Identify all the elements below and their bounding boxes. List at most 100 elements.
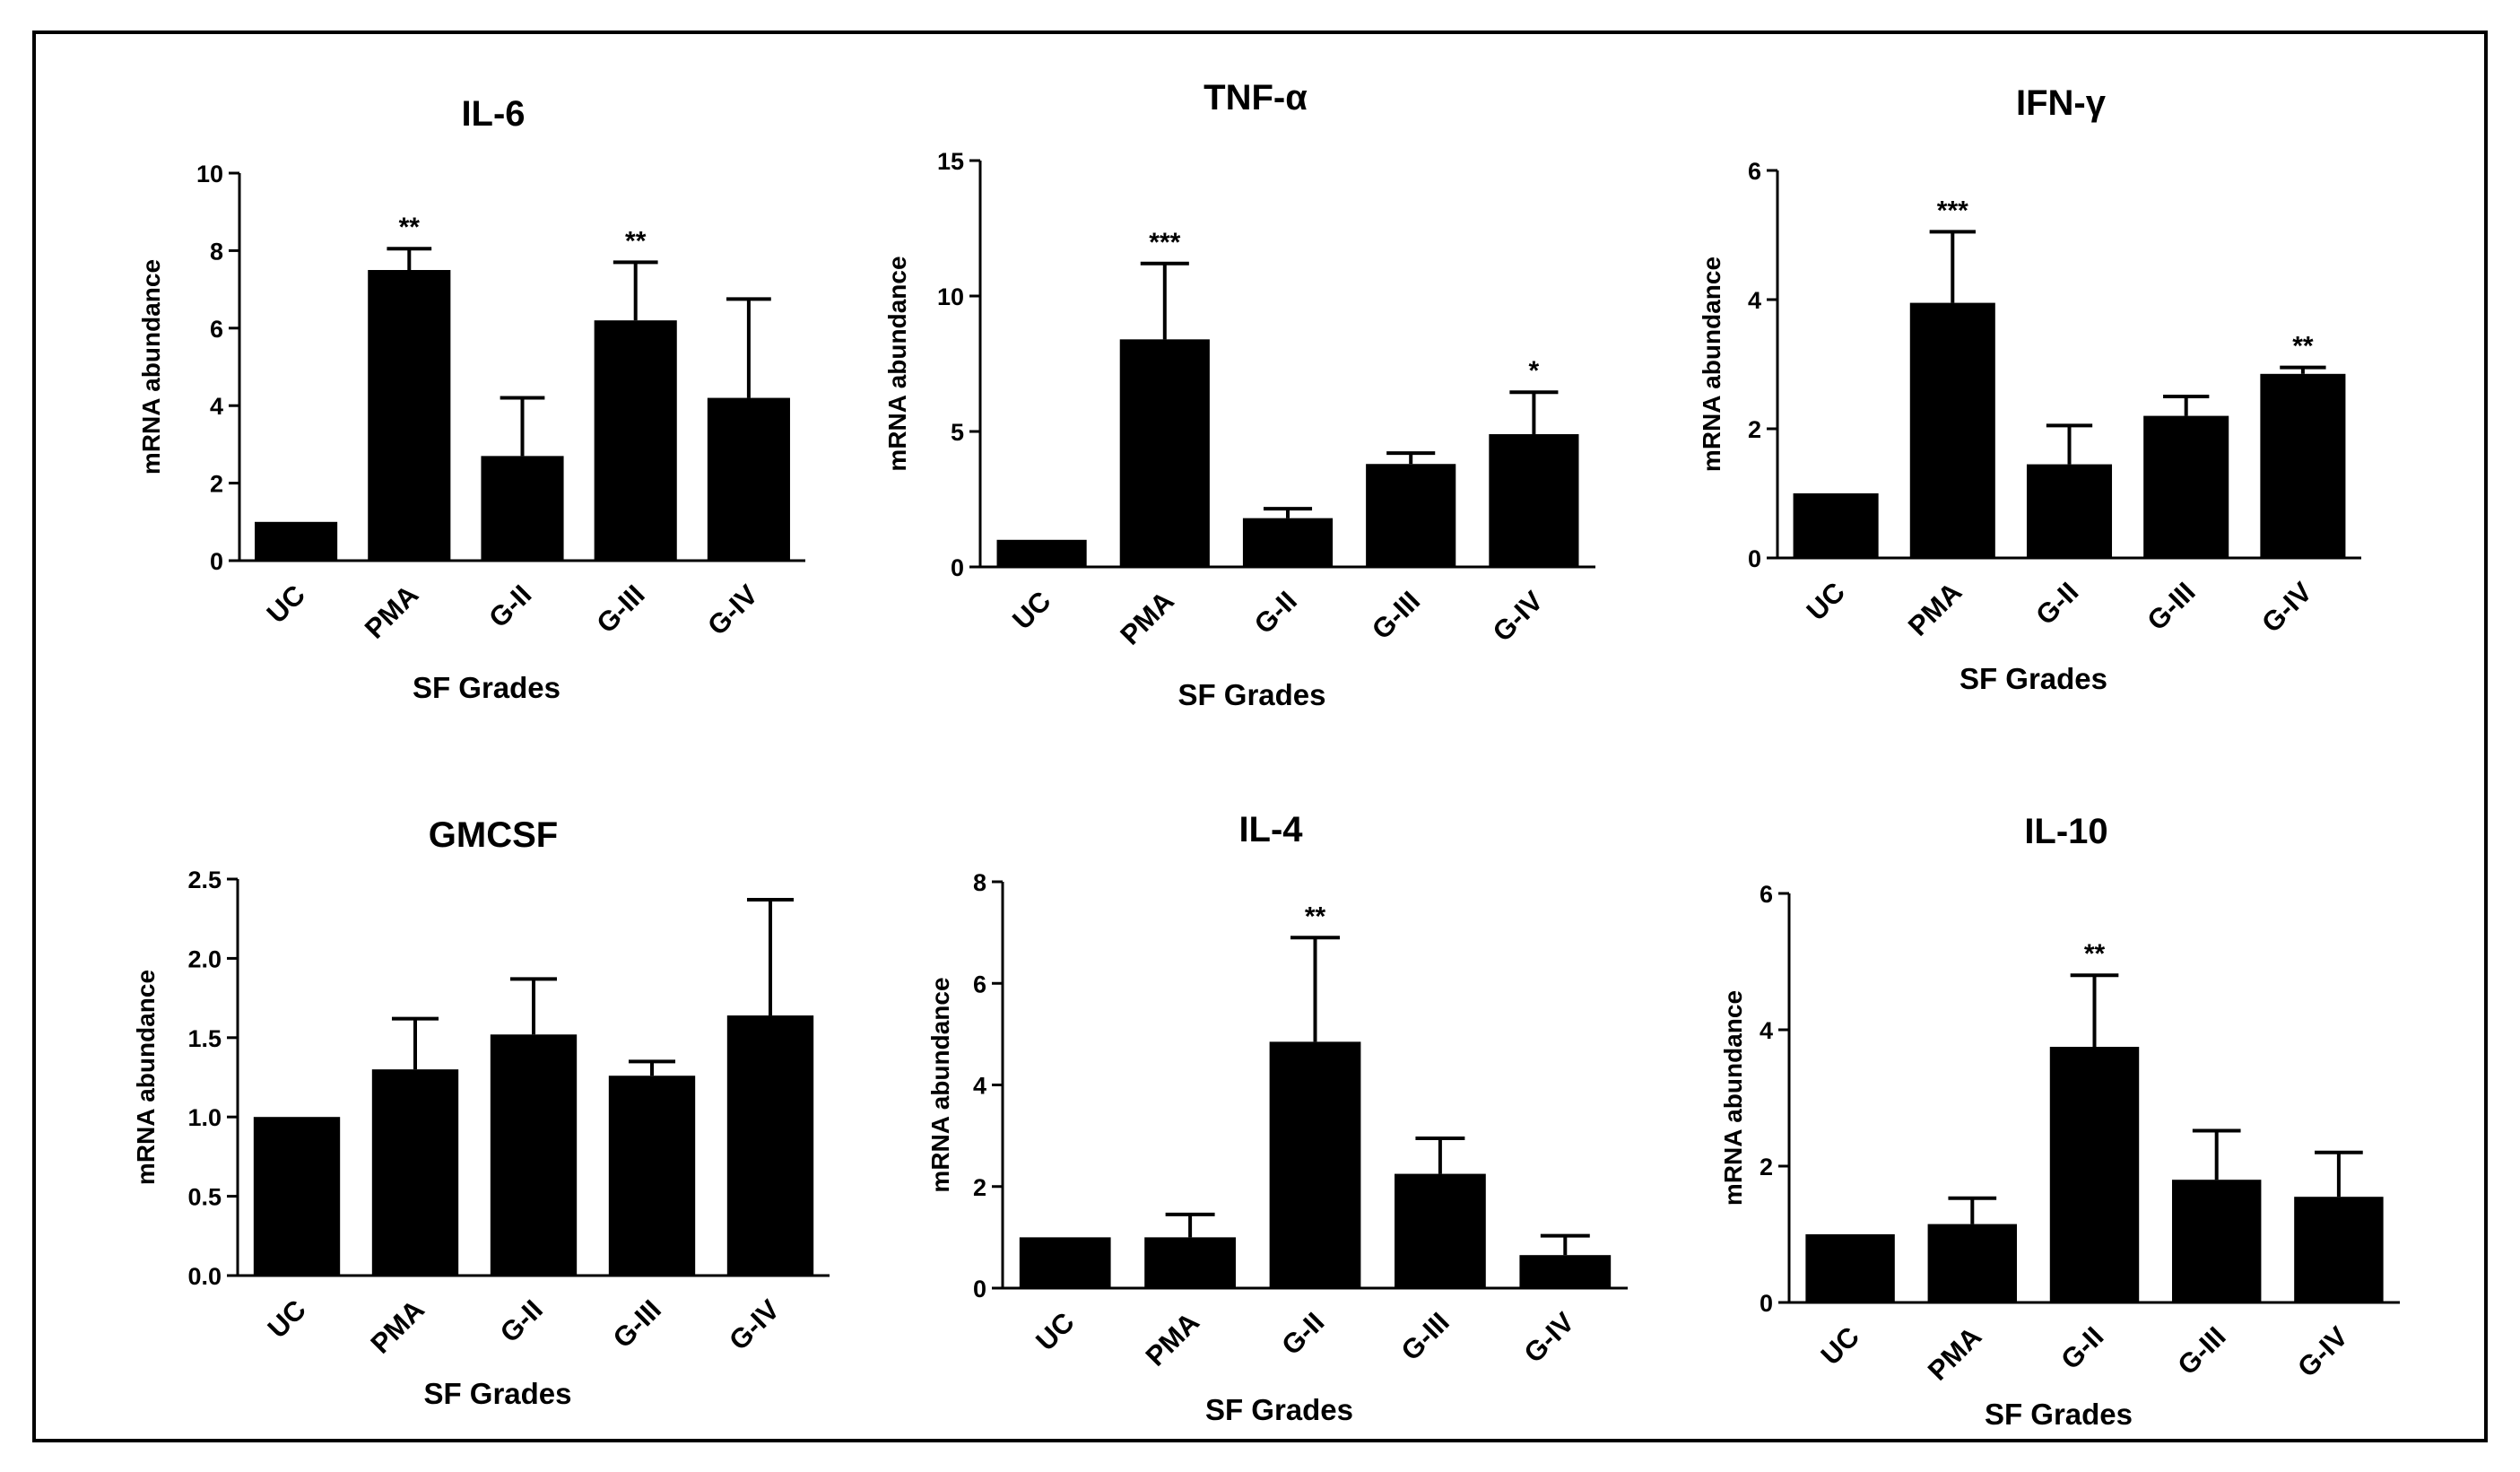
chart-title: IL-6: [461, 94, 525, 134]
chart-panel: IL-10 0 2 4 6 mRNA abundance UC PMA ** G-II G-III G…: [1719, 812, 2400, 1431]
category-label: UC: [1030, 1306, 1080, 1356]
bar: [1909, 302, 1995, 558]
category-label: G-III: [590, 579, 650, 639]
category-label: UC: [261, 579, 311, 629]
category-label: G-II: [2029, 576, 2084, 631]
category-label: PMA: [1114, 585, 1179, 650]
bar: [1019, 1237, 1111, 1288]
category-label: PMA: [1922, 1320, 1987, 1386]
category-label: G-IV: [1517, 1306, 1580, 1369]
y-tick-label: 0: [973, 1276, 986, 1302]
bar: [1242, 518, 1334, 567]
significance-marker: **: [1305, 901, 1326, 931]
category-label: G-III: [2141, 576, 2201, 636]
bar: [1519, 1255, 1612, 1288]
bar: [2294, 1197, 2384, 1302]
x-axis-label: SF Grades: [1985, 1398, 2133, 1431]
chart-title: TNF-α: [1204, 78, 1308, 118]
category-label: G-IV: [2291, 1320, 2354, 1383]
category-label: UC: [1815, 1320, 1865, 1371]
y-tick-label: 6: [210, 316, 223, 343]
bar: [368, 270, 451, 561]
significance-marker: ***: [1149, 228, 1180, 257]
category-label: G-IV: [2255, 576, 2318, 639]
y-axis-label: mRNA abundance: [883, 256, 911, 471]
category-label: G-III: [1366, 585, 1426, 645]
x-axis-label: SF Grades: [423, 1377, 571, 1410]
chart-title: IL-4: [1238, 810, 1303, 849]
y-axis-label: mRNA abundance: [926, 977, 954, 1192]
category-label: PMA: [1140, 1306, 1205, 1372]
significance-marker: ***: [1937, 196, 1968, 225]
bar: [1805, 1234, 1895, 1302]
x-axis-label: SF Grades: [1205, 1393, 1353, 1426]
category-label: G-IV: [701, 579, 764, 641]
chart-panel: IFN-γ 0 2 4 6 mRNA abundance UC *** PMA G-II G-III…: [1698, 83, 2361, 695]
category-label: UC: [262, 1293, 312, 1344]
bar: [2026, 464, 2113, 558]
y-axis-label: mRNA abundance: [1698, 257, 1725, 472]
category-label: UC: [1801, 576, 1851, 626]
y-tick-label: 2.5: [187, 867, 222, 893]
y-tick-label: 1.0: [187, 1104, 222, 1131]
bar: [707, 397, 790, 561]
y-tick-label: 0.0: [187, 1263, 222, 1290]
y-tick-label: 0: [210, 548, 223, 575]
bar: [1927, 1224, 2018, 1302]
bar: [1269, 1041, 1361, 1288]
y-tick-label: 2: [973, 1174, 986, 1201]
bar: [1366, 464, 1456, 567]
y-tick-label: 4: [973, 1073, 986, 1100]
bar: [996, 539, 1087, 567]
category-label: UC: [1006, 585, 1056, 635]
y-tick-label: 0: [951, 554, 964, 581]
bar: [2049, 1047, 2140, 1302]
bar: [1395, 1173, 1486, 1288]
category-label: G-III: [1395, 1306, 1455, 1366]
category-label: G-II: [494, 1293, 549, 1348]
significance-marker: **: [399, 213, 421, 242]
bar: [2171, 1180, 2262, 1302]
category-label: PMA: [359, 579, 424, 644]
bar: [255, 521, 338, 561]
y-tick-label: 4: [210, 393, 223, 420]
bar: [608, 1076, 696, 1276]
chart-title: IFN-γ: [2016, 83, 2107, 123]
y-axis-label: mRNA abundance: [132, 970, 160, 1185]
category-label: PMA: [364, 1293, 430, 1359]
bar: [253, 1117, 341, 1276]
y-tick-label: 1.5: [187, 1025, 222, 1052]
y-tick-label: 8: [210, 238, 223, 265]
y-tick-label: 10: [196, 161, 223, 187]
category-label: G-IV: [1487, 585, 1550, 648]
y-tick-label: 6: [973, 971, 986, 997]
category-label: G-III: [2171, 1320, 2231, 1381]
y-tick-label: 2.0: [187, 945, 222, 972]
bar: [490, 1034, 578, 1276]
y-tick-label: 4: [1748, 287, 1761, 314]
bar: [1119, 339, 1210, 567]
category-label: G-II: [1248, 585, 1303, 640]
bar: [1793, 493, 1879, 558]
y-axis-label: mRNA abundance: [1719, 990, 1747, 1206]
category-label: G-II: [482, 579, 537, 633]
bar: [481, 456, 564, 561]
y-tick-label: 2: [210, 471, 223, 498]
significance-marker: *: [1529, 356, 1540, 386]
y-axis-label: mRNA abundance: [137, 259, 165, 475]
category-label: PMA: [1902, 576, 1968, 641]
category-label: G-III: [607, 1293, 667, 1354]
x-axis-label: SF Grades: [1960, 662, 2107, 695]
category-label: G-II: [1275, 1306, 1330, 1361]
chart-title: GMCSF: [429, 815, 558, 855]
y-tick-label: 0.5: [187, 1184, 222, 1211]
bar: [726, 1015, 814, 1276]
chart-panel: GMCSF 0.0 0.5 1.0 1.5 2.0 2.5 mRNA abundance UC P…: [132, 815, 830, 1360]
bar: [594, 320, 677, 561]
y-tick-label: 15: [937, 148, 964, 175]
significance-marker: **: [625, 226, 647, 256]
y-tick-label: 0: [1748, 545, 1761, 572]
chart-panel: IL-4 0 2 4 6 8 mRNA abundance UC PMA ** G-II G-III G…: [926, 810, 1628, 1426]
y-tick-label: 10: [937, 283, 964, 310]
category-label: G-II: [2055, 1320, 2109, 1375]
